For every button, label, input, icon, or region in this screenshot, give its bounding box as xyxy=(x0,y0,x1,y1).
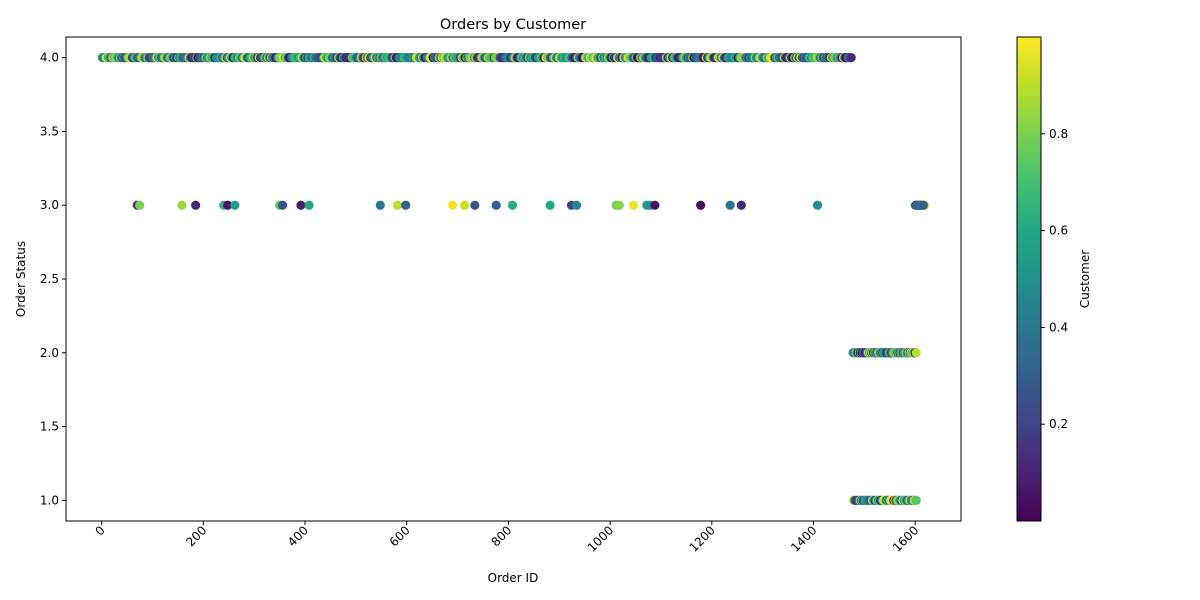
colorbar-ticks: 0.2 0.4 0.6 0.8 xyxy=(1041,127,1068,431)
scatter-point-status-3 xyxy=(177,200,187,210)
scatter-point-status-3 xyxy=(447,200,458,210)
colorbar-label: Customer xyxy=(1078,250,1092,308)
x-axis: 0 200 400 600 800 1000 1200 1400 1600 xyxy=(92,521,921,555)
y-tick-label: 2.5 xyxy=(40,272,59,286)
scatter-point-status-3 xyxy=(470,200,480,210)
scatter-point-status-1 xyxy=(911,495,921,505)
x-tick-label: 1200 xyxy=(686,523,717,554)
y-tick-label: 3.0 xyxy=(40,198,59,212)
x-axis-title: Order ID xyxy=(488,571,539,585)
colorbar xyxy=(1016,36,1042,522)
scatter-point-status-3 xyxy=(696,200,706,210)
scatter-point-status-3 xyxy=(628,200,639,210)
scatter-point-status-3 xyxy=(571,200,582,210)
scatter-point-status-3 xyxy=(614,200,624,210)
colorbar-tick-label: 0.8 xyxy=(1049,127,1068,141)
scatter-point-status-3 xyxy=(392,200,403,210)
scatter-point-status-3 xyxy=(918,200,928,210)
scatter-point-status-3 xyxy=(725,200,735,210)
x-tick-label: 0 xyxy=(92,523,107,538)
x-tick-label: 200 xyxy=(183,523,209,549)
colorbar-tick-label: 0.2 xyxy=(1049,417,1068,431)
scatter-point-status-3 xyxy=(375,200,385,210)
scatter-point-status-3 xyxy=(278,200,288,210)
y-tick-label: 3.5 xyxy=(40,124,59,138)
points-layer xyxy=(97,53,929,505)
x-tick-label: 1600 xyxy=(890,523,921,554)
plot-area-frame xyxy=(65,36,962,522)
y-tick-label: 1.0 xyxy=(40,493,59,507)
scatter-point-status-3 xyxy=(507,200,518,210)
scatter-point-status-3 xyxy=(545,200,555,210)
y-tick-label: 4.0 xyxy=(40,51,59,65)
scatter-point-status-3 xyxy=(304,200,314,210)
y-tick-label: 2.0 xyxy=(40,346,59,360)
scatter-point-status-4 xyxy=(846,53,856,63)
scatter-point-status-3 xyxy=(223,200,233,210)
colorbar-tick-label: 0.4 xyxy=(1049,320,1068,334)
x-tick-label: 400 xyxy=(285,523,311,549)
x-tick-label: 800 xyxy=(488,523,514,549)
chart-title: Orders by Customer xyxy=(440,17,586,33)
scatter-point-status-3 xyxy=(813,200,823,210)
scatter-point-status-3 xyxy=(460,200,470,210)
scatter-point-status-3 xyxy=(650,200,660,210)
colorbar-tick-label: 0.6 xyxy=(1049,224,1068,238)
scatter-point-status-3 xyxy=(191,200,201,210)
scatter-point-status-3 xyxy=(736,200,746,210)
scatter-point-status-2 xyxy=(911,348,921,358)
y-axis-title: Order Status xyxy=(14,241,28,317)
scatter-point-status-3 xyxy=(296,200,306,210)
x-tick-label: 1000 xyxy=(585,523,616,554)
y-tick-label: 1.5 xyxy=(40,420,59,434)
x-tick-label: 1400 xyxy=(788,523,819,554)
x-tick-label: 600 xyxy=(387,523,413,549)
scatter-point-status-3 xyxy=(230,200,240,210)
y-axis: 1.0 1.5 2.0 2.5 3.0 3.5 4.0 xyxy=(40,51,66,507)
scatter-point-status-3 xyxy=(401,200,411,210)
scatter-point-status-3 xyxy=(135,200,145,210)
scatter-point-status-3 xyxy=(491,200,501,210)
